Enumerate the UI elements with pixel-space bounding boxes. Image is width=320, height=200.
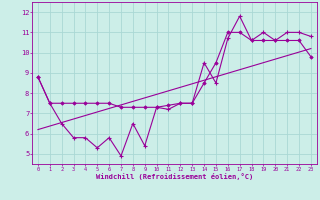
X-axis label: Windchill (Refroidissement éolien,°C): Windchill (Refroidissement éolien,°C)	[96, 173, 253, 180]
